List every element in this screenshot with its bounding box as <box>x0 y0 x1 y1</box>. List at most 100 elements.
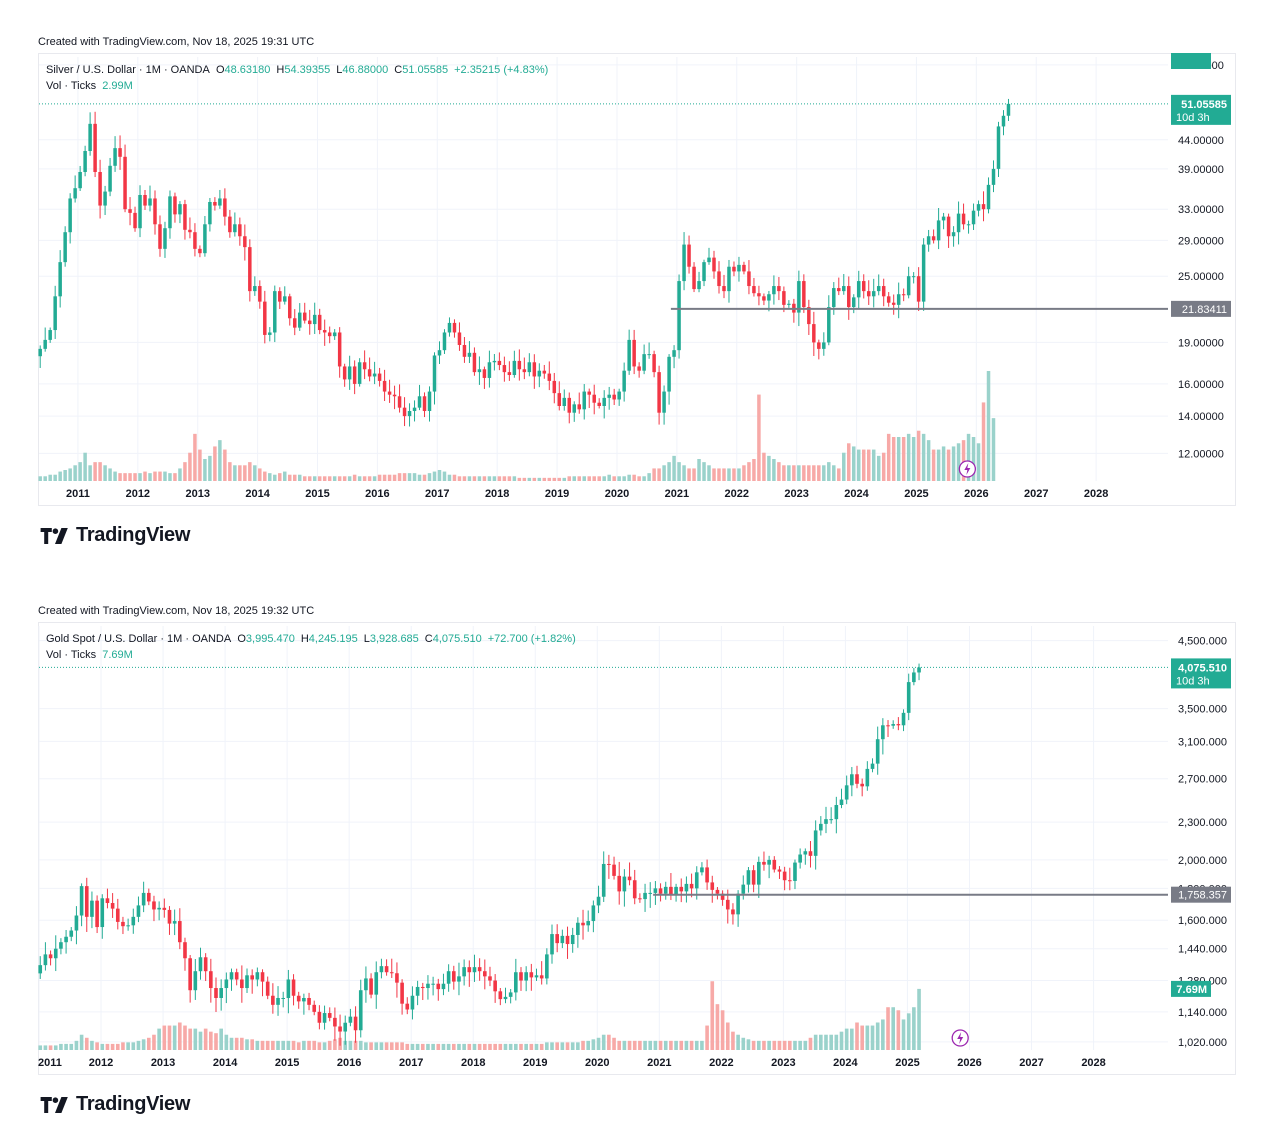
volume-badge-label: 7.69M <box>1176 984 1207 996</box>
volume-bar <box>702 462 706 481</box>
candle-body <box>136 905 141 917</box>
volume-bar <box>133 473 137 481</box>
volume-bar <box>727 468 731 481</box>
symbol-title[interactable]: Gold Spot / U.S. Dollar · 1M · OANDA <box>46 633 232 645</box>
volume-bar <box>565 1042 570 1050</box>
candle-body <box>591 905 596 922</box>
volume-bar <box>570 1042 575 1050</box>
candle-body <box>642 354 646 371</box>
candle-body <box>514 972 518 993</box>
candle-body <box>881 286 886 297</box>
volume-bar <box>966 433 971 481</box>
volume-bar <box>276 1040 280 1050</box>
candle-body <box>317 314 322 331</box>
volume-bar <box>63 470 67 481</box>
volume-bar <box>767 455 771 481</box>
x-tick-label: 2024 <box>833 1057 858 1069</box>
volume-bar <box>662 465 666 481</box>
volume-bar <box>209 1031 213 1050</box>
volume-bar <box>612 476 616 481</box>
candle-body <box>374 972 379 995</box>
lightning-glyph <box>964 463 971 475</box>
candle-body <box>167 909 172 924</box>
symbol-title[interactable]: Silver / U.S. Dollar · 1M · OANDA <box>46 64 210 76</box>
change-value: +72.700 (+1.82%) <box>487 633 576 645</box>
volume-bar <box>562 477 567 481</box>
volume-bar <box>108 468 112 481</box>
volume-bar <box>519 1043 523 1050</box>
candle-body <box>240 979 244 989</box>
candle-body <box>472 352 477 373</box>
volume-bar <box>58 471 62 481</box>
candle-body <box>772 859 777 870</box>
volume-legend-label[interactable]: Vol · Ticks <box>46 80 97 92</box>
low-value: 46.88000 <box>342 64 389 76</box>
volume-legend-label[interactable]: Vol · Ticks <box>46 649 97 661</box>
volume-bar <box>777 462 781 481</box>
volume-bar <box>224 1034 229 1050</box>
y-tick-label: 2,300.000 <box>1178 817 1227 829</box>
x-tick-label: 2016 <box>337 1057 361 1069</box>
candle-body <box>369 978 373 995</box>
volume-bar <box>876 455 881 481</box>
candle-body <box>146 892 151 902</box>
candle-body <box>1006 103 1011 116</box>
silver-candlestick-chart[interactable]: 60.0000044.0000039.0000033.0000029.00000… <box>38 53 1236 506</box>
volume-badge: 2.99M <box>1171 53 1211 69</box>
candle-body <box>822 342 826 349</box>
candle-body <box>697 281 701 290</box>
volume-bar <box>497 476 502 481</box>
volume-bar <box>772 1040 777 1050</box>
volume-bar <box>617 476 621 481</box>
volume-bar <box>961 440 966 481</box>
volume-bar <box>767 1040 771 1050</box>
candle-body <box>956 213 961 233</box>
candle-body <box>43 954 48 966</box>
volume-bar <box>679 1040 684 1050</box>
candle-body <box>662 391 666 413</box>
x-tick-label: 2026 <box>957 1057 981 1069</box>
volume-bar <box>560 1042 565 1050</box>
tradingview-brand[interactable]: TradingView <box>40 524 190 547</box>
candle-body <box>138 194 142 229</box>
volume-bar <box>281 1040 286 1050</box>
candle-body <box>875 739 880 764</box>
volume-bar <box>153 471 157 481</box>
candle-body <box>502 365 507 373</box>
volume-bar <box>38 1045 43 1050</box>
volume-bar <box>358 1040 363 1050</box>
volume-bar <box>886 433 891 481</box>
volume-bar <box>457 1043 461 1050</box>
tradingview-brand[interactable]: TradingView <box>40 1093 190 1116</box>
volume-bar <box>802 465 806 481</box>
volume-bar <box>808 1037 813 1050</box>
x-tick-label: 2014 <box>245 488 270 500</box>
candle-body <box>555 934 559 944</box>
candle-body <box>268 332 272 335</box>
x-tick-label: 2018 <box>485 488 509 500</box>
level-price-badge: 21.83411 <box>1171 300 1231 317</box>
tradingview-logo-icon <box>40 1096 68 1113</box>
volume-bar <box>855 1022 859 1050</box>
y-tick-label: 2,700.000 <box>1178 774 1227 786</box>
close-value: 51.05585 <box>402 64 449 76</box>
candle-body <box>291 979 296 996</box>
volume-bar <box>342 476 347 481</box>
candle-body <box>148 198 152 206</box>
volume-bar <box>596 1037 601 1050</box>
volume-bar <box>198 1031 203 1050</box>
candle-body <box>741 884 746 894</box>
candle-body <box>214 988 218 998</box>
volume-badge-bg <box>1171 53 1211 69</box>
candle-body <box>652 354 656 373</box>
volume-bar <box>663 1040 668 1050</box>
volume-bar <box>875 1022 880 1050</box>
volume-bar <box>529 1043 534 1050</box>
volume-bar <box>288 474 292 481</box>
volume-bar <box>273 474 277 481</box>
candle-body <box>193 232 197 249</box>
volume-bar <box>128 473 132 481</box>
candle-body <box>577 404 581 410</box>
candle-body <box>307 997 311 1005</box>
gold-candlestick-chart[interactable]: 4,500.000 3,500.000 3,100.000 2,700.000 2,30… <box>38 622 1236 1075</box>
